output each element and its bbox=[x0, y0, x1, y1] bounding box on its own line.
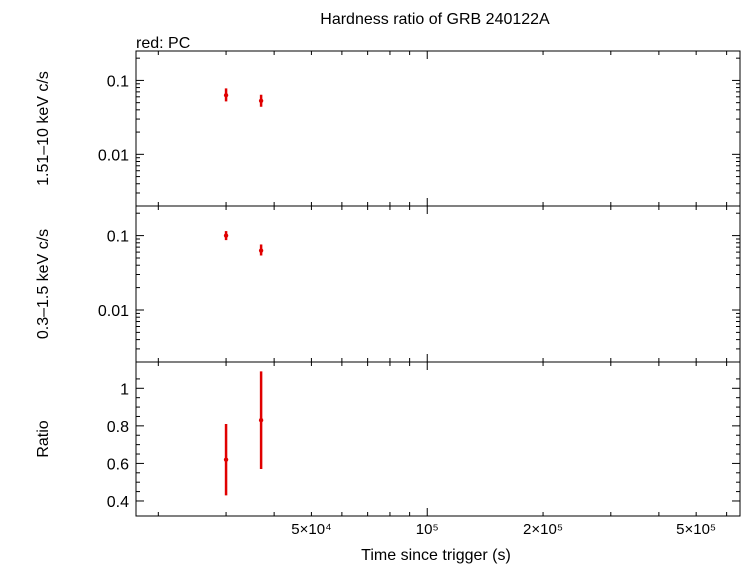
data-point bbox=[223, 93, 229, 98]
x-axis-label: Time since trigger (s) bbox=[361, 547, 511, 564]
y-tick-label: 0.6 bbox=[107, 456, 129, 473]
y-tick-label: 0.01 bbox=[98, 303, 129, 320]
panel-soft: 0.1 0.01 0.3–1.5 keV c/s bbox=[35, 205, 741, 363]
data-point bbox=[223, 457, 229, 462]
y-tick-label: 0.01 bbox=[98, 147, 129, 164]
chart-title: Hardness ratio of GRB 240122A bbox=[320, 11, 550, 28]
panel-hard: 0.1 0.01 1.51–10 keV c/s bbox=[35, 50, 741, 207]
y-tick-label: 0.8 bbox=[107, 419, 129, 436]
data-point bbox=[258, 418, 264, 423]
y-axis-label: 1.51–10 keV c/s bbox=[35, 71, 52, 186]
panel-ratio: 0.4 0.6 0.8 1 Ratio bbox=[35, 361, 741, 517]
panel-frame bbox=[135, 205, 741, 363]
data-point bbox=[223, 233, 229, 238]
x-tick-label: 5×10⁴ bbox=[291, 521, 331, 538]
x-tick-label: 2×10⁵ bbox=[523, 521, 563, 538]
panel-frame bbox=[135, 361, 741, 517]
y-tick-label: 0.1 bbox=[107, 229, 129, 246]
data-point bbox=[258, 98, 264, 103]
plot-panels: 0.1 0.01 1.51–10 keV c/s 0.1 0.01 0.3–1.5 keV… bbox=[35, 50, 741, 538]
legend-label: red: PC bbox=[136, 35, 190, 52]
y-tick-label: 1 bbox=[120, 381, 129, 398]
x-tick-label: 10⁵ bbox=[416, 521, 439, 538]
panel-frame bbox=[135, 50, 741, 207]
y-axis-label: 0.3–1.5 keV c/s bbox=[35, 229, 52, 339]
y-axis-label: Ratio bbox=[35, 420, 52, 457]
data-point bbox=[258, 248, 264, 253]
y-tick-label: 0.1 bbox=[107, 73, 129, 90]
y-tick-label: 0.4 bbox=[107, 494, 129, 511]
x-tick-label: 5×10⁵ bbox=[676, 521, 716, 538]
